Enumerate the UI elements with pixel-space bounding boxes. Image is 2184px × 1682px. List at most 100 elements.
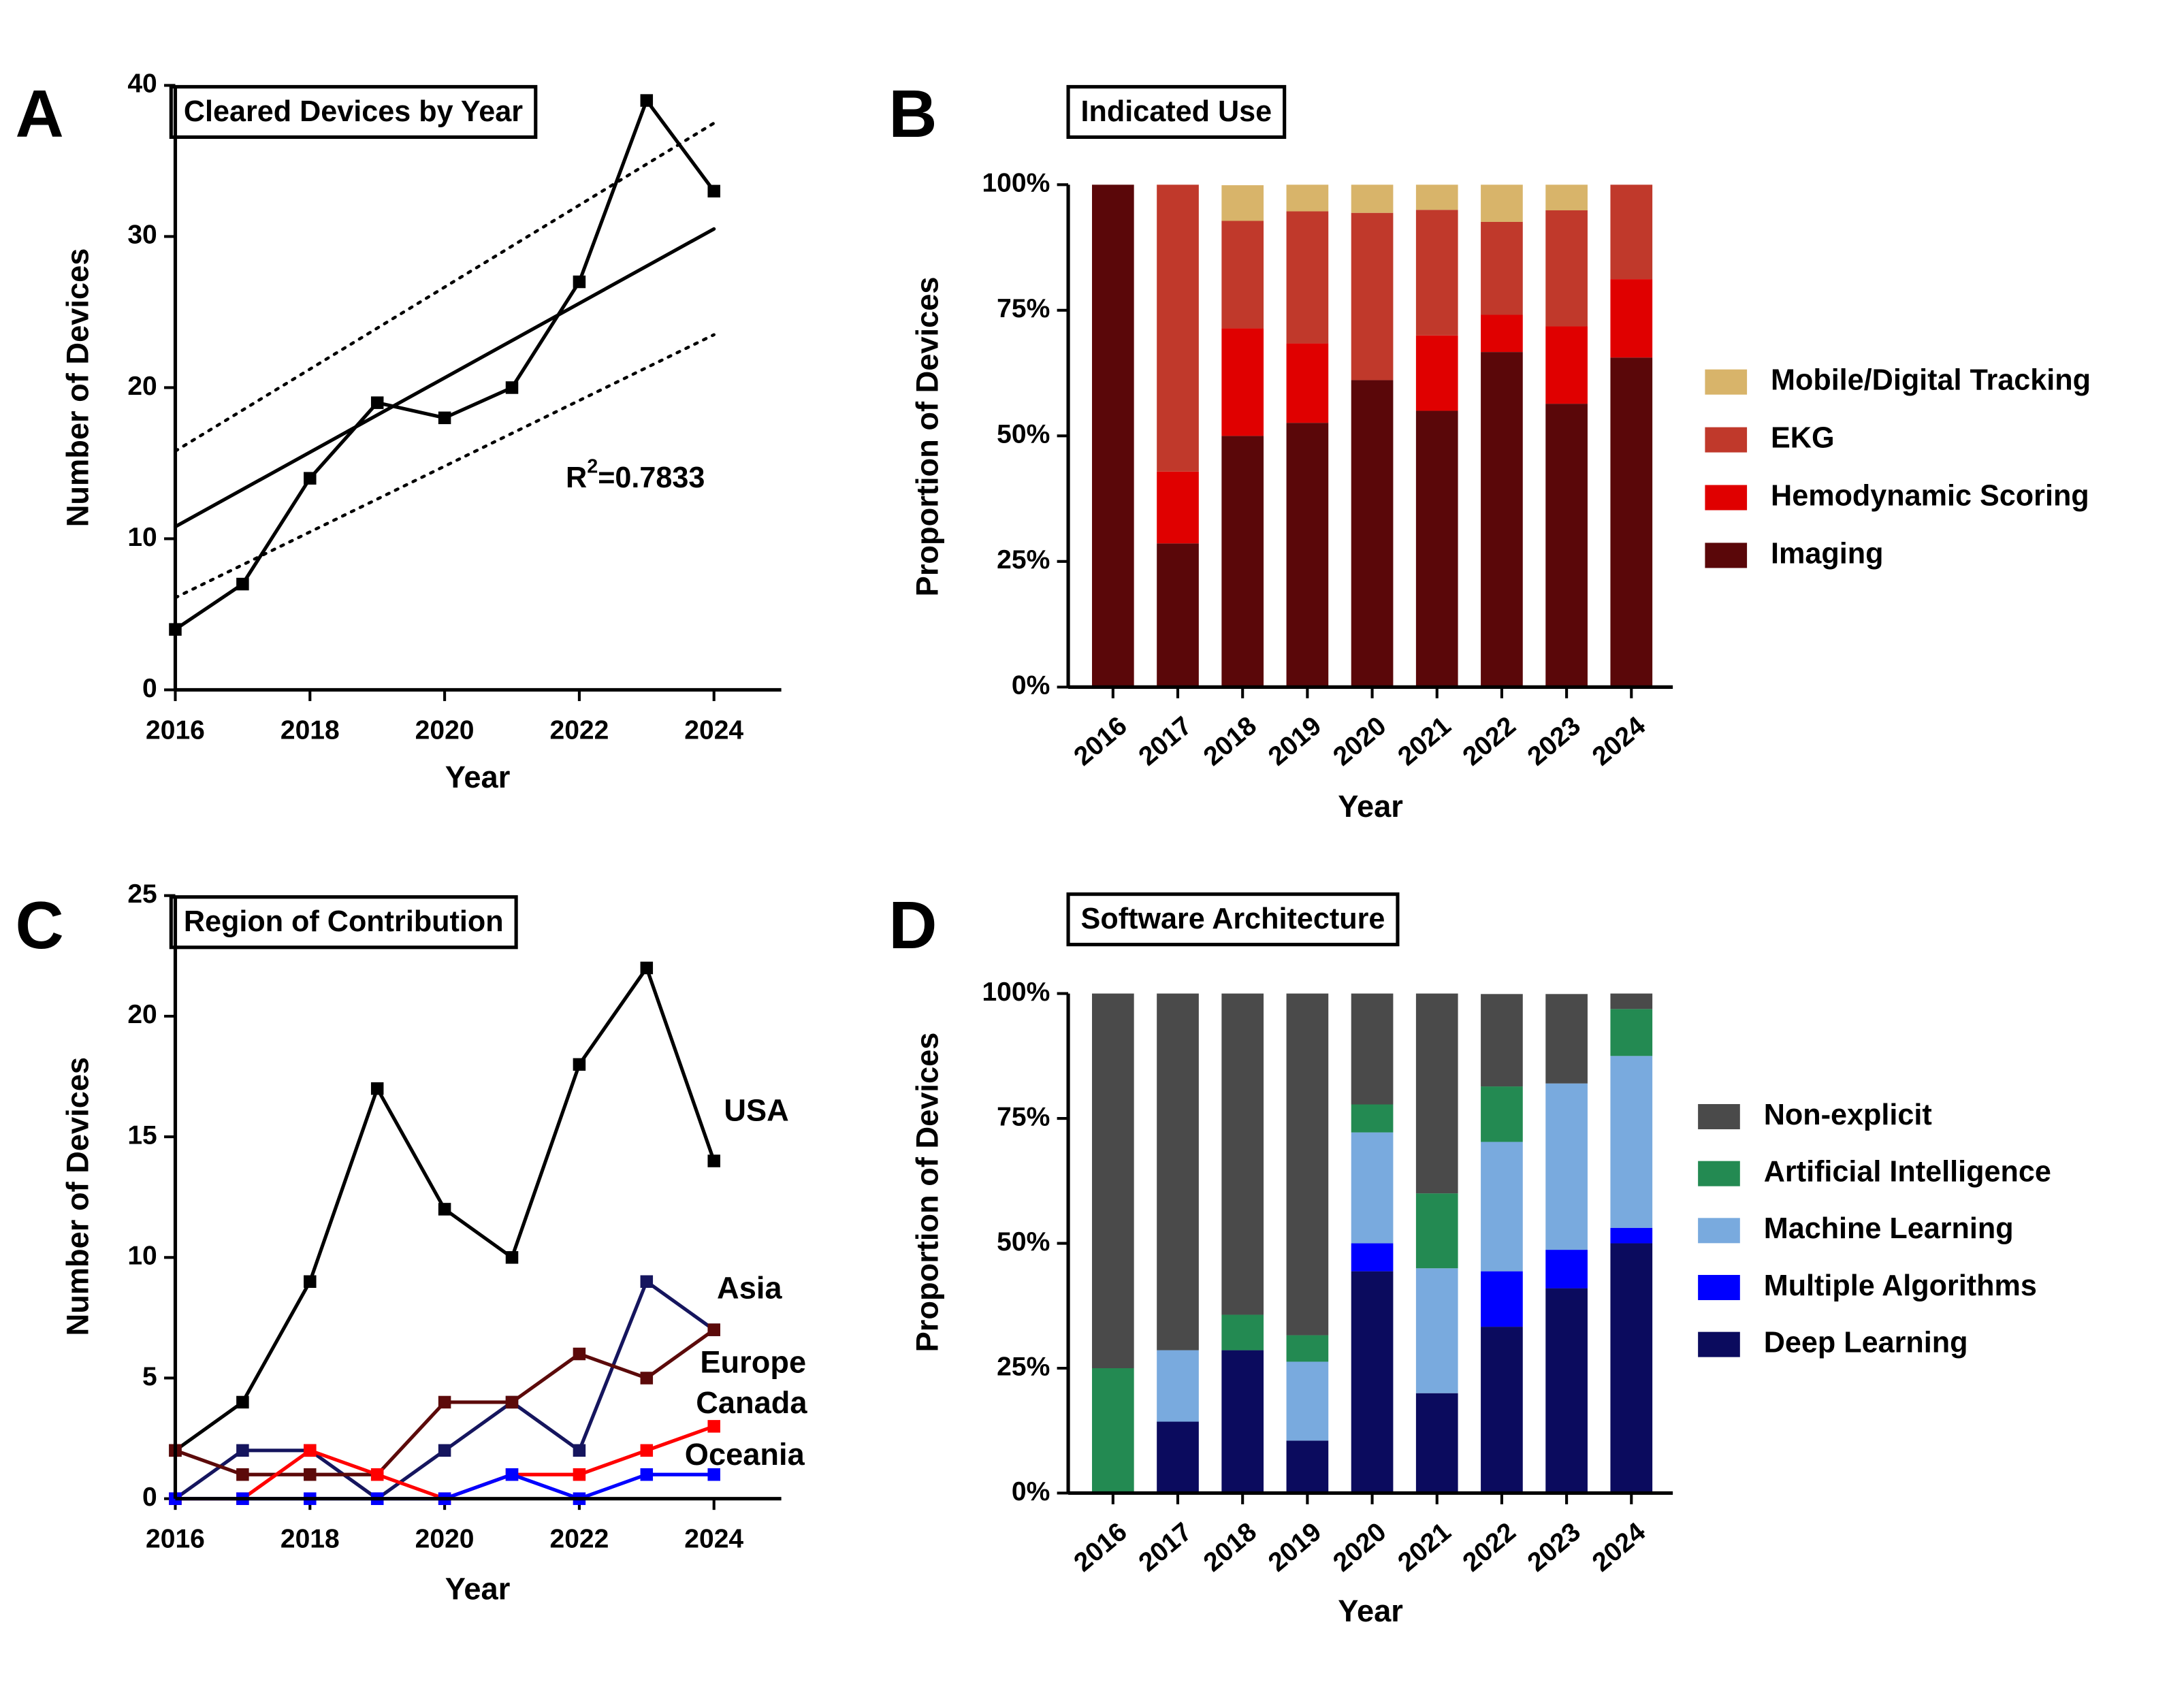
bar-segment: [1157, 993, 1199, 1351]
y-tick-label: 0%: [1012, 671, 1050, 700]
bar-segment: [1545, 1288, 1588, 1493]
x-tick-label: 2019: [1263, 711, 1327, 772]
bar-segment: [1221, 436, 1264, 688]
chart-title: Software Architecture: [1081, 903, 1385, 935]
legend-swatch: [1698, 1103, 1740, 1129]
panel-label: C: [15, 888, 63, 963]
legend-label: Hemodynamic Scoring: [1771, 479, 2089, 512]
x-tick-label: 2023: [1522, 1517, 1586, 1578]
y-tick-label: 0: [142, 674, 157, 703]
bar-segment: [1286, 1335, 1329, 1362]
x-tick-label: 2022: [549, 715, 609, 745]
bar-segment: [1351, 212, 1394, 381]
y-tick-label: 15: [127, 1120, 157, 1150]
point: [573, 1347, 586, 1361]
series-label: USA: [724, 1093, 788, 1127]
bar-segment: [1286, 993, 1329, 1336]
bar-segment: [1481, 1327, 1523, 1493]
x-tick-label: 2020: [415, 1525, 475, 1554]
bar-segment: [1221, 1314, 1264, 1351]
panel-label: A: [15, 76, 63, 151]
legend-label: Non-explicit: [1764, 1099, 1932, 1131]
bar-segment: [1481, 994, 1523, 1087]
bar-segment: [1481, 1142, 1523, 1272]
bar-segment: [1351, 1271, 1394, 1493]
x-tick-label: 2018: [1198, 711, 1262, 772]
point: [707, 1420, 720, 1433]
bar-segment: [1481, 314, 1523, 353]
panel-label: D: [888, 888, 937, 963]
bar-segment: [1157, 1421, 1199, 1493]
legend-label: Mobile/Digital Tracking: [1771, 364, 2091, 397]
legend-swatch: [1705, 369, 1748, 395]
chart-title: Cleared Devices by Year: [184, 95, 523, 128]
x-tick-label: 2018: [1198, 1517, 1262, 1578]
point: [304, 1468, 317, 1481]
point: [304, 1275, 317, 1288]
point: [707, 1154, 720, 1167]
bar-segment: [1092, 1368, 1134, 1493]
bar-segment: [1415, 335, 1458, 411]
point: [370, 1082, 384, 1095]
y-tick-label: 5: [142, 1362, 157, 1391]
x-tick-label: 2018: [280, 715, 340, 745]
bar-segment: [1351, 380, 1394, 688]
bar-segment: [1481, 1086, 1523, 1142]
bar-segment: [1286, 1361, 1329, 1441]
series-label: Oceania: [685, 1437, 805, 1472]
point: [707, 1468, 720, 1481]
bar-segment: [1610, 1009, 1653, 1056]
series-line: [175, 1424, 715, 1501]
bar-segment: [1545, 326, 1588, 404]
point: [438, 411, 451, 425]
x-tick-label: 2017: [1134, 1517, 1198, 1578]
point: [640, 961, 654, 975]
point: [370, 396, 384, 409]
x-tick-label: 2024: [684, 715, 743, 745]
y-tick-label: 100%: [982, 977, 1050, 1007]
x-tick-label: 2021: [1392, 711, 1456, 772]
x-tick-label: 2024: [1587, 711, 1651, 771]
x-tick-label: 2019: [1263, 1517, 1327, 1578]
y-tick-label: 0: [142, 1483, 157, 1512]
y-axis-label: Number of Devices: [61, 248, 95, 528]
x-axis-label: Year: [445, 1571, 511, 1606]
bar-segment: [1286, 211, 1329, 344]
x-tick-label: 2022: [1458, 711, 1522, 772]
point: [505, 1395, 519, 1409]
bar-segment: [1545, 184, 1588, 210]
legend-label: Machine Learning: [1764, 1212, 2014, 1245]
legend-label: Imaging: [1771, 537, 1883, 570]
bar-segment: [1545, 404, 1588, 688]
legend-label: Artificial Intelligence: [1764, 1156, 2051, 1188]
legend-swatch: [1705, 543, 1748, 568]
legend-label: Multiple Algorithms: [1764, 1269, 2037, 1302]
bar-segment: [1481, 221, 1523, 315]
x-axis-label: Year: [1338, 1594, 1403, 1628]
y-axis-label: Proportion of Devices: [910, 1033, 944, 1353]
bar-segment: [1545, 210, 1588, 327]
x-tick-label: 2016: [1069, 1517, 1133, 1578]
bar-segment: [1610, 184, 1653, 280]
point: [573, 1444, 586, 1457]
bar-segment: [1610, 993, 1653, 1009]
point: [236, 1468, 249, 1481]
bar-segment: [1351, 1243, 1394, 1272]
point: [640, 1444, 654, 1457]
bar-segment: [1545, 1250, 1588, 1289]
bar-segment: [1415, 410, 1458, 688]
x-tick-label: 2020: [415, 715, 475, 745]
bar-segment: [1610, 279, 1653, 358]
y-axis-label: Number of Devices: [61, 1057, 95, 1336]
y-tick-label: 0%: [1012, 1477, 1050, 1506]
y-tick-label: 75%: [997, 1102, 1050, 1131]
annotation: R2=0.7833: [566, 455, 705, 494]
x-tick-label: 2018: [280, 1525, 340, 1554]
point: [304, 472, 317, 485]
x-tick-label: 2022: [1458, 1517, 1522, 1578]
x-tick-label: 2017: [1134, 711, 1198, 772]
x-axis-label: Year: [445, 760, 511, 794]
bar-segment: [1545, 1083, 1588, 1250]
bar-segment: [1157, 543, 1199, 688]
x-tick-label: 2016: [1069, 711, 1133, 772]
